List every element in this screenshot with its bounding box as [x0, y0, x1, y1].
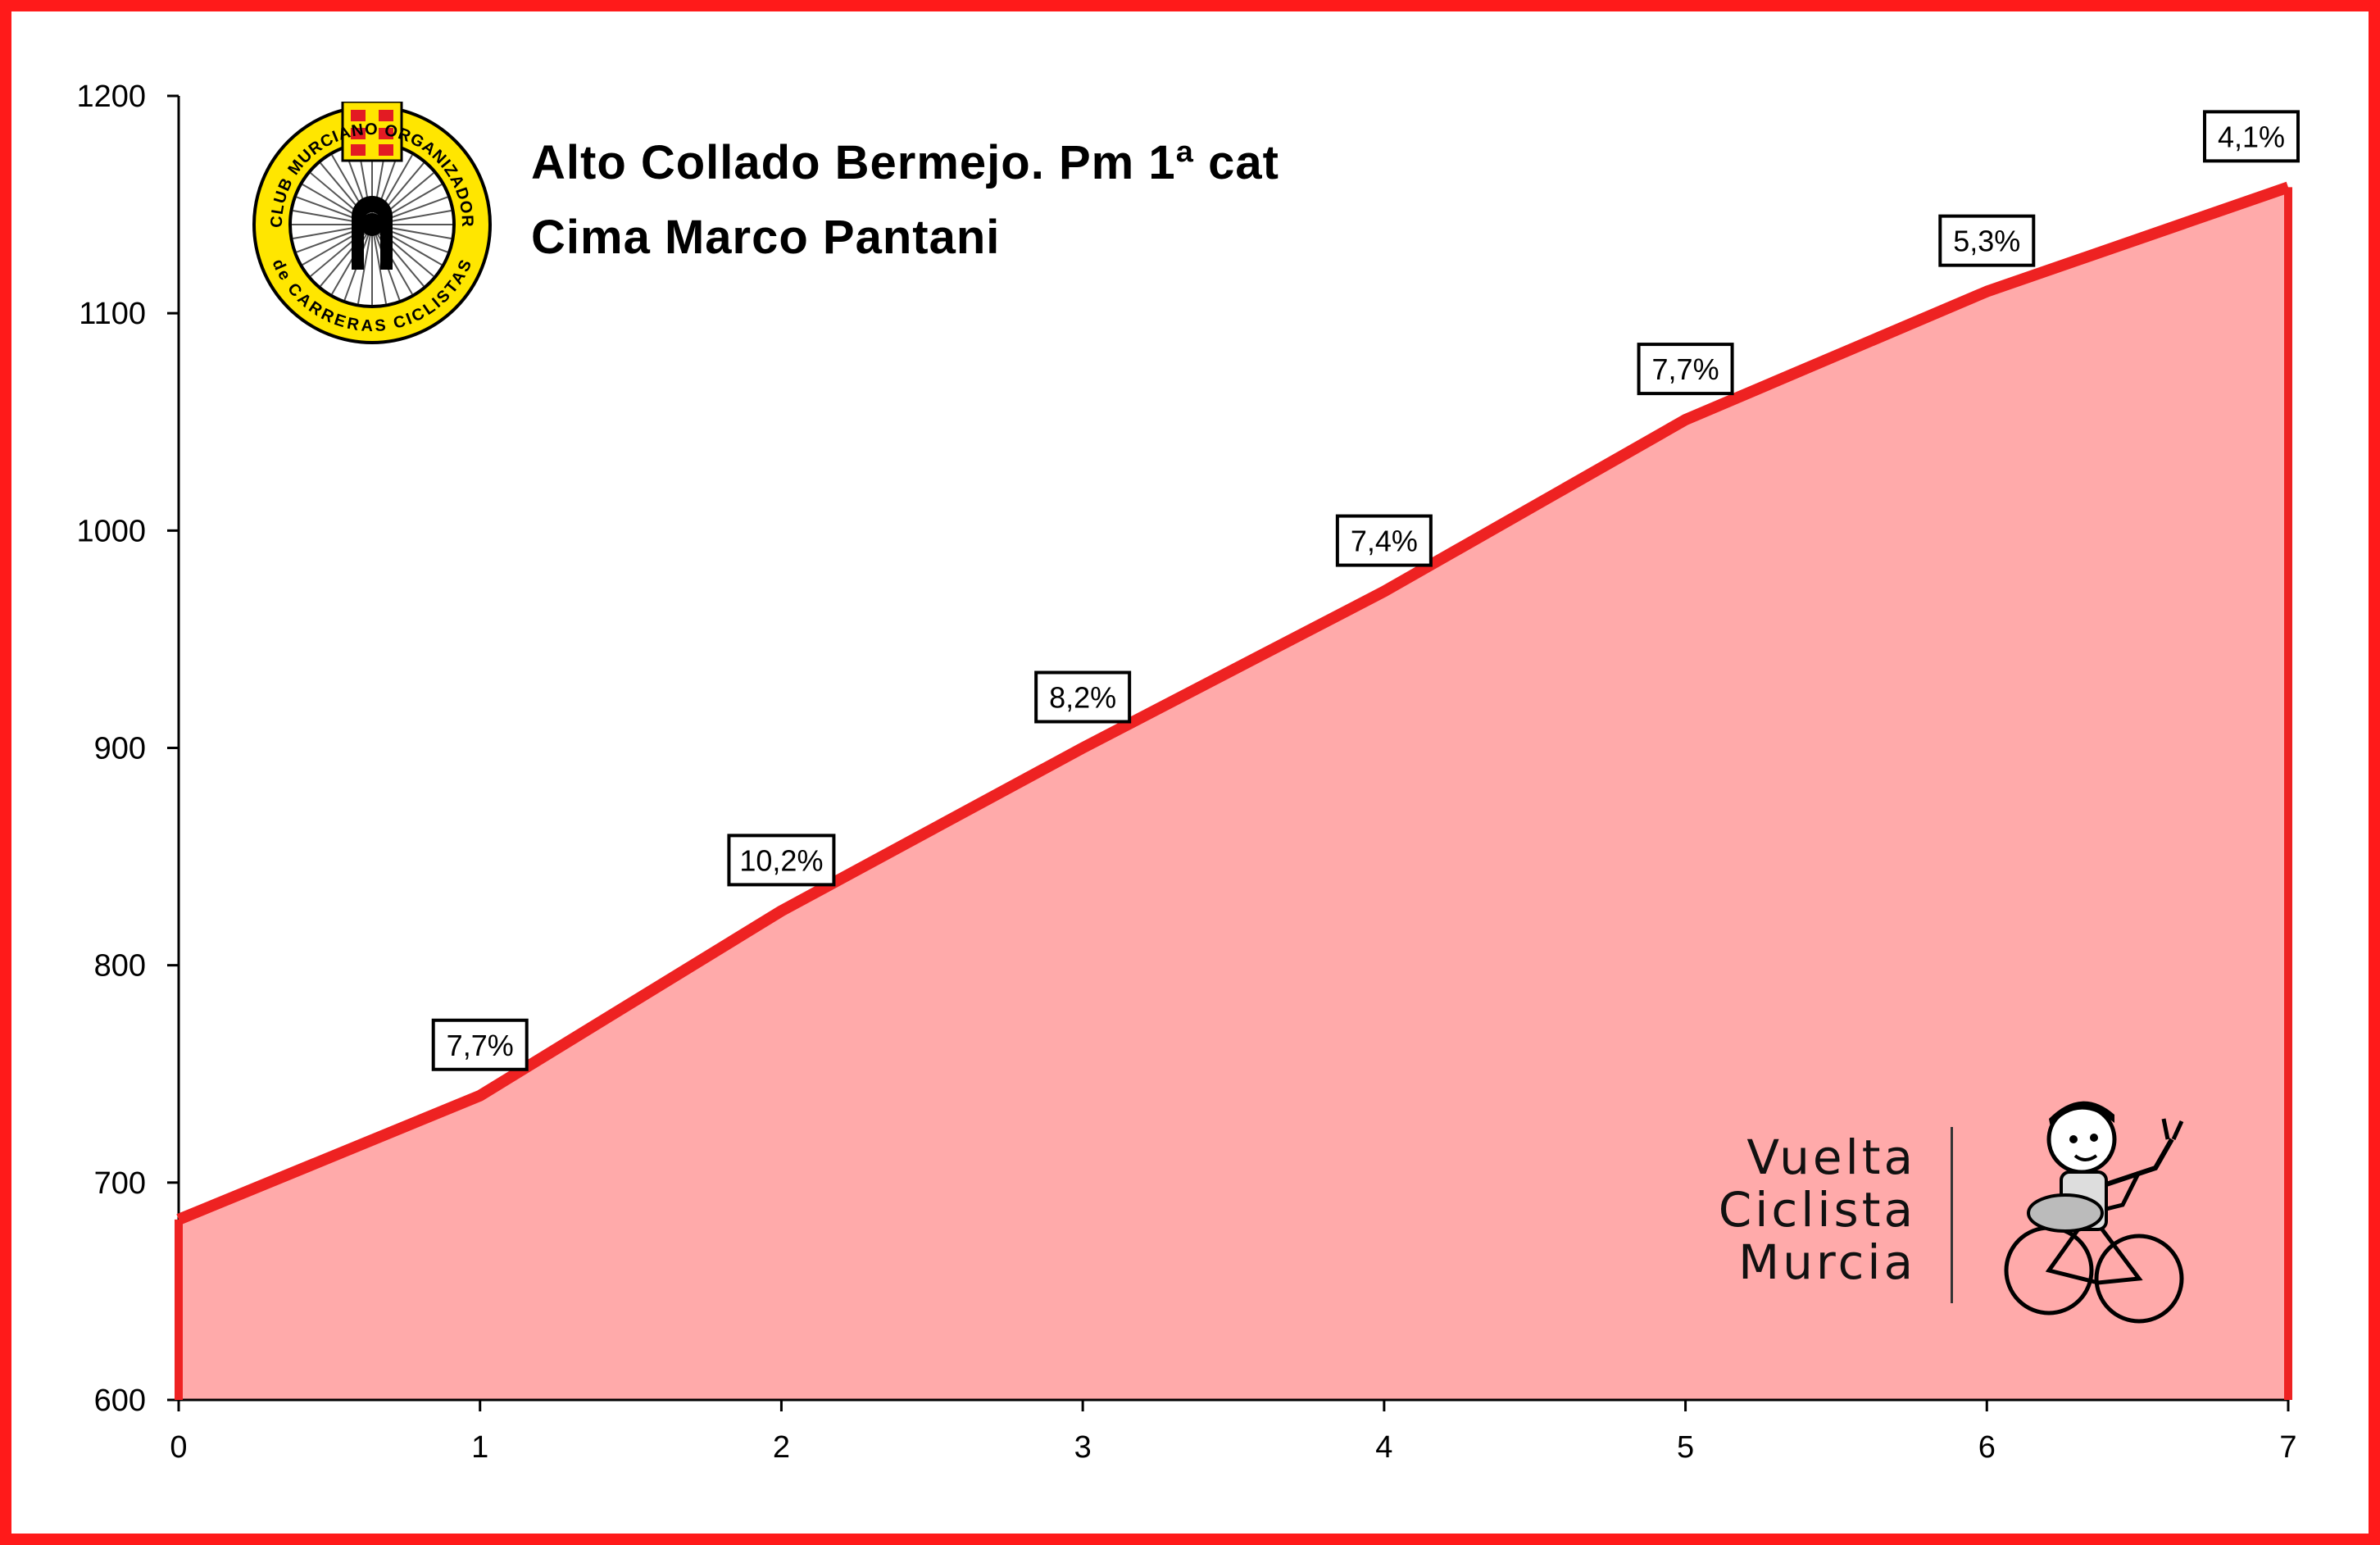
vuelta-brand-line3: Murcia	[1738, 1234, 1916, 1290]
chart-title: Alto Collado Bermejo. Pm 1ª cat	[531, 136, 1279, 189]
elevation-area	[179, 187, 2288, 1400]
grade-label-box	[2203, 110, 2300, 163]
club-logo-icon: CLUB MURCIANO ORGANIZADOR de CARRERAS CI…	[252, 102, 492, 344]
x-tick-label: 4	[1375, 1430, 1392, 1465]
y-tick-label: 900	[94, 732, 146, 766]
x-tick-label: 1	[471, 1430, 488, 1465]
x-tick-label: 5	[1677, 1430, 1694, 1465]
y-tick-label: 1000	[76, 514, 146, 548]
grade-label: 7,4%	[1351, 525, 1418, 558]
chart-subtitle: Cima Marco Pantani	[531, 211, 1001, 264]
grade-label-box	[1335, 514, 1433, 567]
grade-label-box	[727, 834, 836, 887]
x-tick-label: 3	[1074, 1430, 1092, 1465]
grade-label: 5,3%	[1953, 225, 2020, 258]
x-tick-label: 6	[1978, 1430, 1996, 1465]
y-tick-label: 700	[94, 1166, 146, 1201]
grade-label-box	[1938, 214, 2036, 267]
y-tick-label: 1100	[79, 297, 146, 331]
x-tick-label: 2	[773, 1430, 790, 1465]
y-tick-label: 800	[94, 949, 146, 984]
grade-label: 7,7%	[1652, 352, 1719, 386]
y-tick-label: 1200	[76, 80, 146, 114]
grade-label: 4,1%	[2218, 120, 2285, 153]
cyclist-mascot-icon	[2004, 1101, 2184, 1324]
grade-label-box	[431, 1018, 529, 1071]
grade-label-box	[1637, 343, 1734, 396]
x-tick-label: 0	[170, 1430, 187, 1465]
grade-label: 8,2%	[1049, 681, 1116, 715]
elevation-line	[176, 181, 2291, 1225]
y-tick-label: 600	[94, 1384, 146, 1418]
grade-label: 7,7%	[447, 1029, 514, 1062]
vuelta-brand-line1: Vuelta	[1746, 1129, 1916, 1185]
brand-divider	[1951, 1127, 1953, 1303]
vuelta-brand-line2: Ciclista	[1718, 1182, 1916, 1238]
grade-label: 10,2%	[739, 843, 823, 877]
grade-label-box	[1034, 670, 1132, 724]
x-tick-label: 7	[2279, 1430, 2296, 1465]
